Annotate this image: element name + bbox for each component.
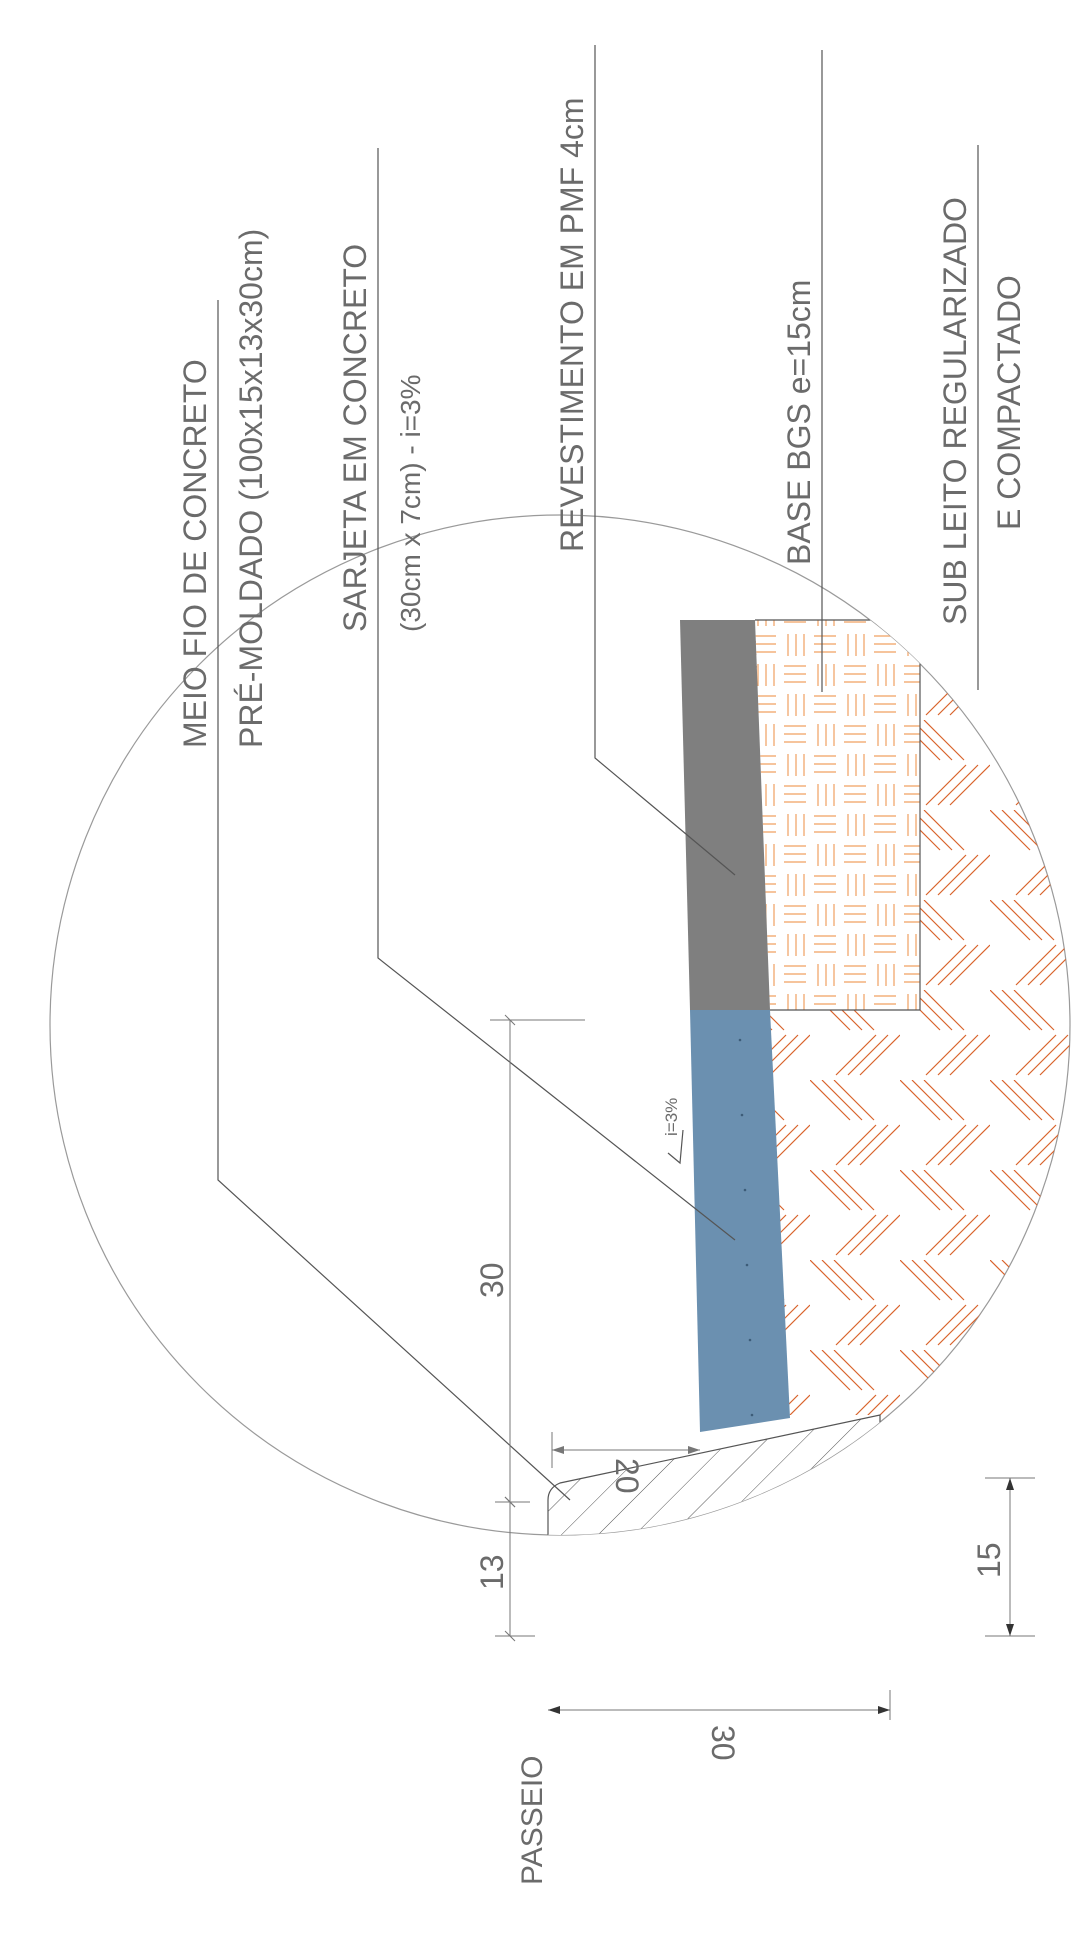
dim-sarjeta-width-value: 30 [474, 1262, 510, 1298]
label-sarjeta-line1: SARJETA EM CONCRETO [337, 244, 373, 632]
slope-arrow [667, 1129, 684, 1165]
sarjeta-layer [690, 1010, 790, 1432]
slope-label: i=3% [662, 1098, 681, 1136]
dim-gutter-height: 20 [551, 1432, 700, 1494]
dim-curb-base-value: 15 [971, 1542, 1007, 1578]
dim-curb-base: 15 [971, 1477, 1035, 1637]
revestimento-layer [680, 620, 770, 1010]
leader-meio-fio [217, 300, 571, 1501]
dim-gutter-height-value: 20 [609, 1458, 645, 1494]
label-subleito-line1: SUB LEITO REGULARIZADO [937, 197, 973, 625]
dim-curb-depth: 30 [548, 1690, 891, 1761]
passeio-layer [548, 1624, 624, 1933]
meio-fio-outline [547, 1414, 881, 1535]
sarjeta-dots [738, 1038, 754, 1417]
label-meio-fio-line1: MEIO FIO DE CONCRETO [177, 359, 213, 748]
label-sarjeta-line2: (30cm x 7cm) - i=3% [395, 375, 426, 633]
label-meio-fio-line2: PRÉ-MOLDADO (100x15x13x30cm) [233, 229, 269, 748]
label-passeio: PASSEIO [516, 1756, 549, 1886]
dim-sarjeta-width: 30 [474, 1014, 585, 1508]
leader-revestimento [594, 45, 736, 876]
dim-curb-top: 13 [474, 1496, 535, 1642]
dim-curb-depth-value: 30 [705, 1725, 741, 1761]
leader-sarjeta [377, 148, 736, 1241]
label-subleito-line2: E COMPACTADO [991, 275, 1027, 530]
dim-curb-top-value: 13 [474, 1554, 510, 1590]
label-revestimento: REVESTIMENTO EM PMF 4cm [554, 97, 590, 552]
label-base-bgs: BASE BGS e=15cm [781, 280, 817, 565]
